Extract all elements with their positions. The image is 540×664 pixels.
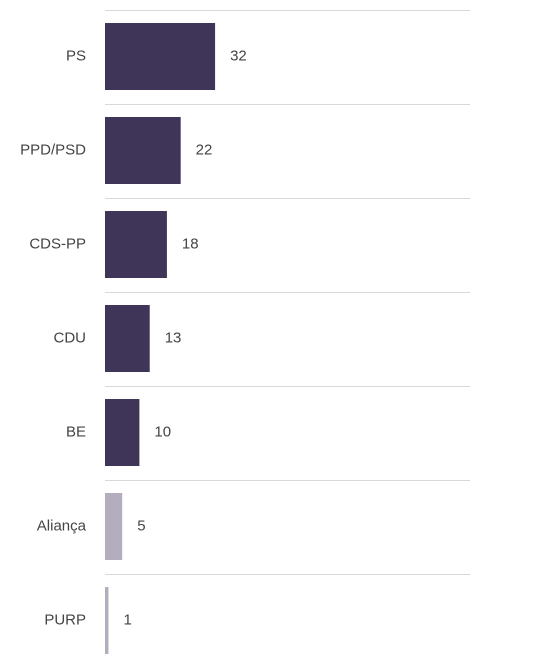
value-label: 13 <box>165 329 182 346</box>
bar <box>105 211 167 278</box>
bar <box>105 587 109 654</box>
category-label: CDU <box>54 329 87 346</box>
bar <box>105 23 216 90</box>
category-label: CDS-PP <box>29 235 86 252</box>
value-label: 22 <box>196 141 213 158</box>
category-label: PURP <box>44 611 86 628</box>
value-label: 1 <box>123 611 131 628</box>
bar <box>105 305 150 372</box>
category-label: Aliança <box>37 517 87 534</box>
bar <box>105 117 181 184</box>
value-label: 5 <box>137 517 145 534</box>
value-label: 18 <box>182 235 199 252</box>
category-label: BE <box>66 423 86 440</box>
category-label: PPD/PSD <box>20 141 86 158</box>
value-label: 32 <box>230 47 247 64</box>
category-label: PS <box>66 47 86 64</box>
value-label: 10 <box>154 423 171 440</box>
bar <box>105 399 140 466</box>
bar <box>105 493 123 560</box>
